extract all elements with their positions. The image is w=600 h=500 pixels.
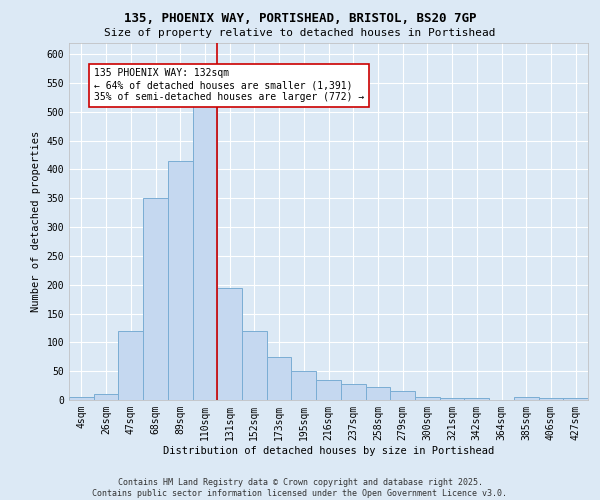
Bar [242, 331, 267, 400]
Bar [316, 380, 341, 400]
Y-axis label: Number of detached properties: Number of detached properties [31, 130, 41, 312]
Bar [118, 331, 143, 400]
Bar [143, 198, 168, 400]
Bar [217, 288, 242, 400]
Text: 135 PHOENIX WAY: 132sqm
← 64% of detached houses are smaller (1,391)
35% of semi: 135 PHOENIX WAY: 132sqm ← 64% of detache… [94, 68, 364, 102]
Text: Contains HM Land Registry data © Crown copyright and database right 2025.
Contai: Contains HM Land Registry data © Crown c… [92, 478, 508, 498]
Bar [563, 398, 588, 400]
Bar [514, 397, 539, 400]
Bar [168, 160, 193, 400]
Bar [69, 397, 94, 400]
Bar [94, 394, 118, 400]
X-axis label: Distribution of detached houses by size in Portishead: Distribution of detached houses by size … [163, 446, 494, 456]
Bar [415, 397, 440, 400]
Text: 135, PHOENIX WAY, PORTISHEAD, BRISTOL, BS20 7GP: 135, PHOENIX WAY, PORTISHEAD, BRISTOL, B… [124, 12, 476, 26]
Bar [539, 398, 563, 400]
Bar [365, 388, 390, 400]
Bar [440, 398, 464, 400]
Bar [341, 384, 365, 400]
Bar [464, 398, 489, 400]
Text: Size of property relative to detached houses in Portishead: Size of property relative to detached ho… [104, 28, 496, 38]
Bar [390, 392, 415, 400]
Bar [267, 357, 292, 400]
Bar [193, 77, 217, 400]
Bar [292, 371, 316, 400]
